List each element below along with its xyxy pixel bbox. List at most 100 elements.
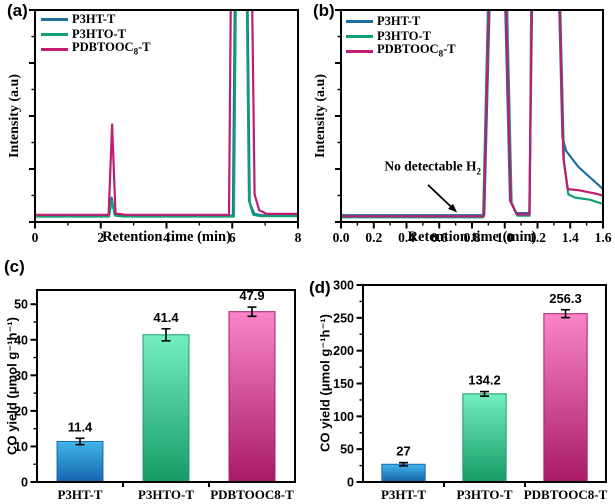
- error-bar-p3hto-t: [480, 390, 489, 397]
- panel-b-plot: 0.0 0.2 0.4 0.6 0.8 1.0 1.2 1.4 1.6: [333, 9, 612, 245]
- legend-line-swatch: [41, 47, 68, 51]
- svg-text:1.0: 1.0: [496, 230, 513, 245]
- panel-d: 0 50 100 150 200 250 300 27 134.2 256.3 P3HT-T P3HT…: [307, 252, 615, 504]
- legend-entry-0: P3HT-T: [346, 14, 456, 28]
- error-bar-p3ht-t: [399, 461, 408, 467]
- value-label: 256.3: [549, 291, 582, 306]
- series-line-pdbtooc8-t: [341, 10, 603, 218]
- plot-frame: [36, 289, 296, 483]
- error-bar-pdbtooc8-t: [561, 308, 570, 319]
- axis-ticks: [356, 284, 526, 487]
- bar-pdbtooc8-t: [543, 313, 588, 482]
- error-bar-pdbtooc8-t: [247, 306, 257, 318]
- error-bar-p3hto-t: [161, 327, 171, 342]
- annotation-subscript: 2: [476, 166, 482, 177]
- legend-line-swatch: [346, 34, 373, 38]
- value-label: 27: [396, 444, 410, 459]
- svg-text:50: 50: [14, 298, 28, 312]
- svg-text:150: 150: [333, 377, 354, 391]
- svg-text:300: 300: [333, 279, 354, 293]
- svg-text:1.2: 1.2: [529, 230, 546, 245]
- svg-text:0: 0: [32, 230, 39, 245]
- legend-label: P3HTO-T: [72, 26, 126, 41]
- svg-text:100: 100: [333, 410, 354, 424]
- annotation-arrow-head: [448, 203, 458, 213]
- legend-label: PDBTOOC8-T: [72, 40, 151, 57]
- svg-text:40: 40: [14, 333, 28, 347]
- x-tick-labels: 0.0 0.2 0.4 0.6 0.8 1.0 1.2 1.4 1.6: [333, 230, 612, 245]
- svg-text:30: 30: [14, 369, 28, 383]
- svg-text:10: 10: [14, 440, 28, 454]
- axis-ticks: [335, 9, 604, 229]
- series-line-p3hto-t: [35, 10, 298, 218]
- no-detectable-h2-annotation: No detectable H2: [384, 158, 482, 177]
- panel-d-plot: 0 50 100 150 200 250 300 27 134.2 256.3 P3HT-T P3HT…: [333, 279, 607, 503]
- value-label: 134.2: [468, 373, 501, 388]
- panel-b-xlabel: Retention time (min): [407, 229, 537, 245]
- y-tick-labels: 0 10 20 30 40 50: [14, 298, 28, 490]
- legend-line-swatch: [41, 17, 68, 21]
- svg-text:0: 0: [347, 476, 354, 490]
- annotation-arrow-line: [427, 184, 453, 209]
- category-label-p3hto-t: P3HTO-T: [138, 487, 194, 502]
- legend-entry-1: P3HTO-T: [41, 27, 151, 41]
- svg-text:1.4: 1.4: [562, 230, 579, 245]
- svg-text:0.2: 0.2: [365, 230, 382, 245]
- panel-b-letter: (b): [313, 1, 335, 20]
- plot-frame: [34, 9, 299, 223]
- svg-text:0: 0: [21, 476, 28, 490]
- svg-text:0.8: 0.8: [464, 230, 481, 245]
- plot-frame: [340, 9, 604, 223]
- legend-entry-0: P3HT-T: [41, 12, 151, 26]
- legend-entry-2: PDBTOOC8-T: [41, 40, 151, 57]
- svg-text:0.0: 0.0: [333, 230, 350, 245]
- svg-text:0.4: 0.4: [398, 230, 415, 245]
- panel-a-xlabel: Retention time (min): [102, 229, 231, 245]
- panel-c-plot: 0 10 20 30 40 50 11.4 41.4 47.9 P3HT-T P3HTO-T PDBT…: [14, 288, 296, 502]
- panel-a-legend: P3HT-T P3HTO-T PDBTOOC8-T: [41, 12, 151, 56]
- legend-label: P3HT-T: [72, 11, 116, 26]
- panel-a: 0 2 4 6 8 (a) Retention time (min) Intensity…: [0, 0, 307, 252]
- panel-c: 0 10 20 30 40 50 11.4 41.4 47.9 P3HT-T P3HTO-T PDBT…: [0, 252, 307, 504]
- svg-text:20: 20: [14, 404, 28, 418]
- svg-text:6: 6: [229, 230, 236, 245]
- svg-text:8: 8: [295, 230, 302, 245]
- legend-label: P3HT-T: [377, 13, 421, 28]
- bar-p3ht-t: [56, 440, 104, 482]
- panel-a-ylabel: Intensity (a.u): [7, 73, 22, 159]
- svg-text:200: 200: [333, 344, 354, 358]
- svg-text:250: 250: [333, 311, 354, 325]
- y-tick-labels: 0 50 100 150 200 250 300: [333, 279, 354, 490]
- svg-text:0.6: 0.6: [431, 230, 448, 245]
- category-label-p3hto-t: P3HTO-T: [456, 487, 512, 502]
- legend-label: PDBTOOC8-T: [377, 42, 456, 59]
- panel-d-ylabel: CO yield (μmol g⁻¹h⁻¹): [317, 314, 333, 452]
- plot-frame: [362, 284, 607, 483]
- error-bar-p3ht-t: [75, 437, 85, 446]
- bar-p3hto-t: [142, 334, 190, 482]
- bar-p3ht-t: [381, 463, 426, 482]
- x-tick-labels: 0 2 4 6 8: [32, 230, 302, 245]
- value-label: 41.4: [153, 310, 179, 325]
- annotation-text: No detectable H: [384, 158, 477, 174]
- panel-a-plot: 0 2 4 6 8: [29, 9, 302, 245]
- panel-b: 0.0 0.2 0.4 0.6 0.8 1.0 1.2 1.4 1.6 (b) Retentio…: [307, 0, 615, 252]
- panel-b-legend: P3HT-T P3HTO-T PDBTOOC8-T: [346, 14, 456, 58]
- category-label-p3ht-t: P3HT-T: [57, 487, 102, 502]
- category-label-p3ht-t: P3HT-T: [381, 487, 426, 502]
- category-label-pdbtooc8-t: PDBTOOC8-T: [210, 487, 294, 502]
- bar-pdbtooc8-t: [228, 311, 276, 482]
- bar-p3hto-t: [462, 393, 507, 482]
- legend-line-swatch: [41, 32, 68, 36]
- legend-line-swatch: [346, 49, 373, 53]
- value-label: 11.4: [68, 419, 93, 434]
- legend-label: P3HTO-T: [377, 28, 431, 43]
- legend-line-swatch: [346, 19, 373, 23]
- legend-entry-2: PDBTOOC8-T: [346, 42, 456, 59]
- svg-text:50: 50: [340, 443, 354, 457]
- panel-c-letter: (c): [4, 257, 25, 276]
- series-line-pdbtooc8-t: [35, 10, 298, 216]
- value-label: 47.9: [239, 288, 264, 303]
- legend-entry-1: P3HTO-T: [346, 29, 456, 43]
